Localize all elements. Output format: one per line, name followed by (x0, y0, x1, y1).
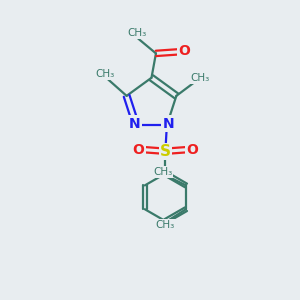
Text: N: N (163, 117, 174, 130)
Text: CH₃: CH₃ (127, 28, 146, 38)
Text: N: N (129, 117, 140, 130)
Text: CH₃: CH₃ (95, 69, 114, 79)
Text: S: S (160, 144, 171, 159)
Text: O: O (133, 143, 145, 157)
Text: CH₃: CH₃ (153, 167, 172, 177)
Text: O: O (178, 44, 190, 58)
Text: O: O (186, 143, 198, 157)
Text: CH₃: CH₃ (155, 220, 175, 230)
Text: CH₃: CH₃ (190, 73, 209, 83)
